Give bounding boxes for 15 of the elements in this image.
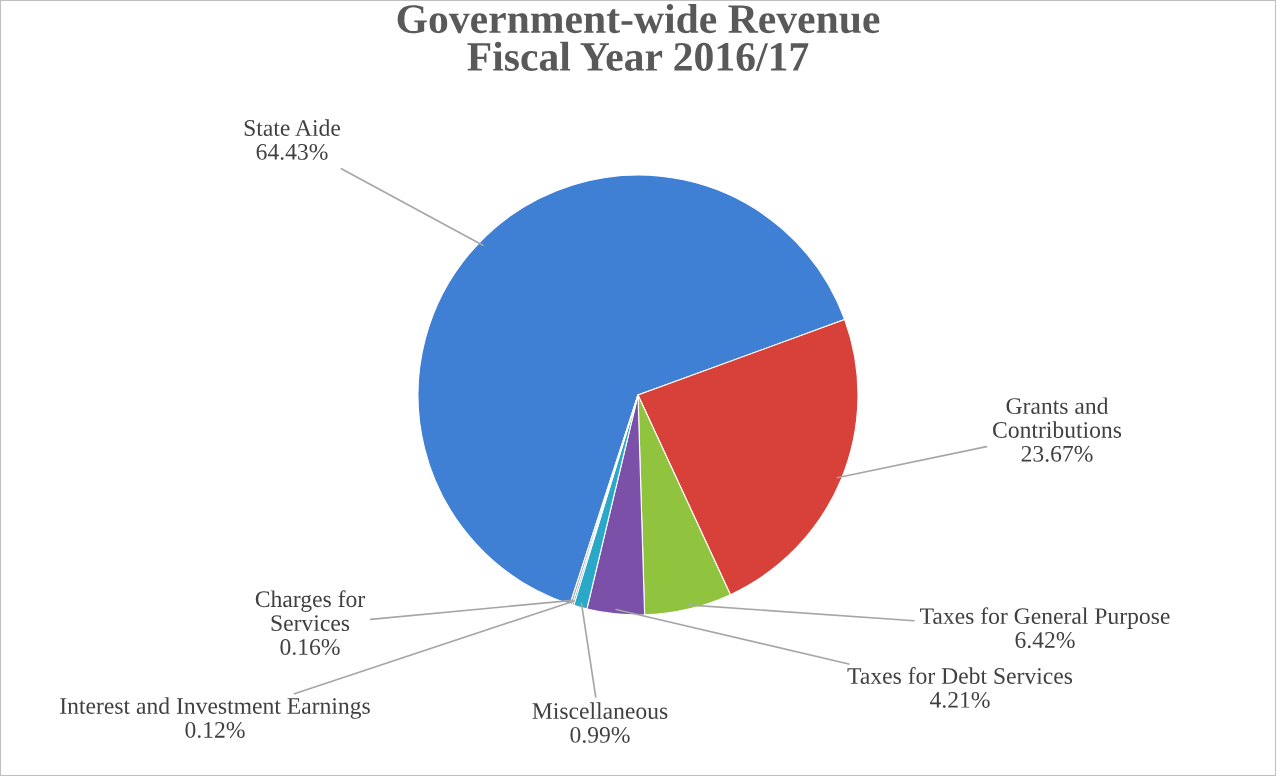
data-label: 64.43%	[256, 143, 328, 160]
data-label: 0.99%	[570, 726, 630, 743]
data-label: 4.21%	[929, 691, 990, 708]
data-label: 6.42%	[1015, 632, 1075, 649]
slice-label: Taxes for General Purpose	[920, 607, 1170, 629]
data-label: 23.67%	[1021, 445, 1093, 462]
slice-label: State Aide	[244, 119, 341, 136]
chart-title: Government-wide Revenue Fiscal Year 2016/17	[397, 3, 880, 71]
slice-label: Miscellaneous	[532, 702, 668, 719]
data-label: 0.16%	[280, 639, 340, 656]
slice-label: Grants and Contributions	[993, 397, 1122, 438]
slice-label: Taxes for Debt Services	[847, 667, 1073, 684]
data-label: 0.12%	[185, 721, 245, 738]
slice-label: Interest and Investment Earnings	[60, 697, 370, 719]
slice-label: Charges for Services	[255, 590, 365, 632]
